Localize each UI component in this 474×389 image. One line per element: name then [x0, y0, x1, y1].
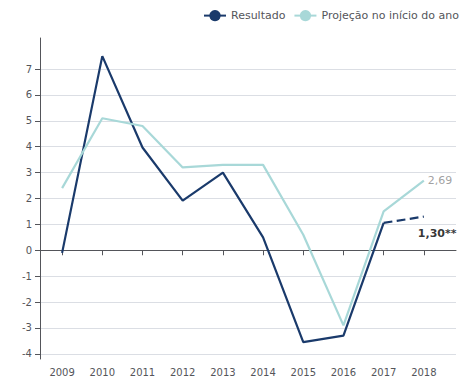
svg-text:7: 7 [26, 64, 32, 75]
svg-text:6: 6 [26, 89, 32, 100]
svg-text:2015: 2015 [291, 367, 316, 378]
svg-text:2013: 2013 [210, 367, 235, 378]
svg-text:1: 1 [26, 219, 32, 230]
svg-text:2017: 2017 [371, 367, 396, 378]
svg-text:Resultado: Resultado [231, 9, 286, 22]
svg-text:2012: 2012 [170, 367, 195, 378]
svg-text:2010: 2010 [90, 367, 115, 378]
svg-text:2016: 2016 [331, 367, 356, 378]
svg-text:2014: 2014 [250, 367, 275, 378]
svg-text:2018: 2018 [411, 367, 436, 378]
svg-text:2: 2 [26, 193, 32, 204]
svg-text:-3: -3 [22, 322, 32, 333]
svg-text:-2: -2 [22, 297, 32, 308]
svg-text:2,69: 2,69 [428, 174, 453, 187]
svg-text:Projeção no início do ano: Projeção no início do ano [321, 9, 459, 22]
svg-text:-1: -1 [22, 271, 32, 282]
svg-text:3: 3 [26, 167, 32, 178]
svg-text:1,30**: 1,30** [418, 227, 457, 240]
svg-text:4: 4 [26, 141, 32, 152]
svg-text:2009: 2009 [49, 367, 74, 378]
svg-text:-4: -4 [22, 348, 32, 359]
svg-text:2011: 2011 [130, 367, 155, 378]
svg-text:5: 5 [26, 115, 32, 126]
svg-text:0: 0 [26, 245, 32, 256]
